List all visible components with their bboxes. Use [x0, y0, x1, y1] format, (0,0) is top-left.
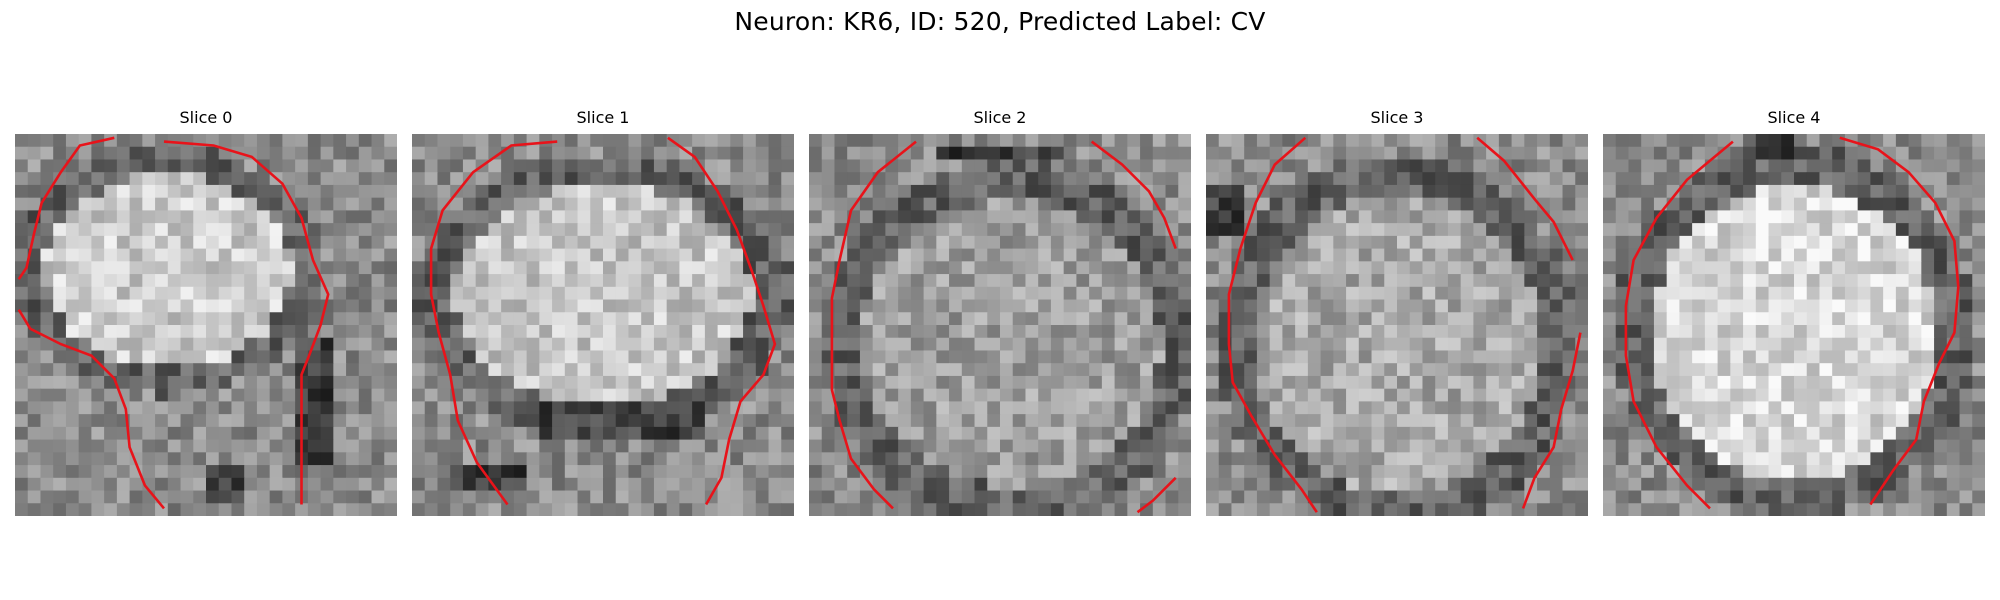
slice-image	[1603, 134, 1985, 516]
slice-panel-2: Slice 2	[809, 108, 1191, 516]
slice-panel-4: Slice 4	[1603, 108, 1985, 516]
figure-title: Neuron: KR6, ID: 520, Predicted Label: C…	[0, 7, 2000, 36]
slice-panel-3: Slice 3	[1206, 108, 1588, 516]
slice-panel-0: Slice 0	[15, 108, 397, 516]
slice-title: Slice 1	[412, 108, 794, 134]
pixel-grid	[1206, 134, 1588, 516]
slice-title: Slice 0	[15, 108, 397, 134]
pixel-grid	[1603, 134, 1985, 516]
slice-image	[15, 134, 397, 516]
slice-panel-1: Slice 1	[412, 108, 794, 516]
slice-title: Slice 3	[1206, 108, 1588, 134]
pixel-grid	[809, 134, 1191, 516]
slice-title: Slice 2	[809, 108, 1191, 134]
pixel-grid	[412, 134, 794, 516]
pixel-grid	[15, 134, 397, 516]
slice-image	[1206, 134, 1588, 516]
slice-image	[809, 134, 1191, 516]
slice-image	[412, 134, 794, 516]
slice-title: Slice 4	[1603, 108, 1985, 134]
